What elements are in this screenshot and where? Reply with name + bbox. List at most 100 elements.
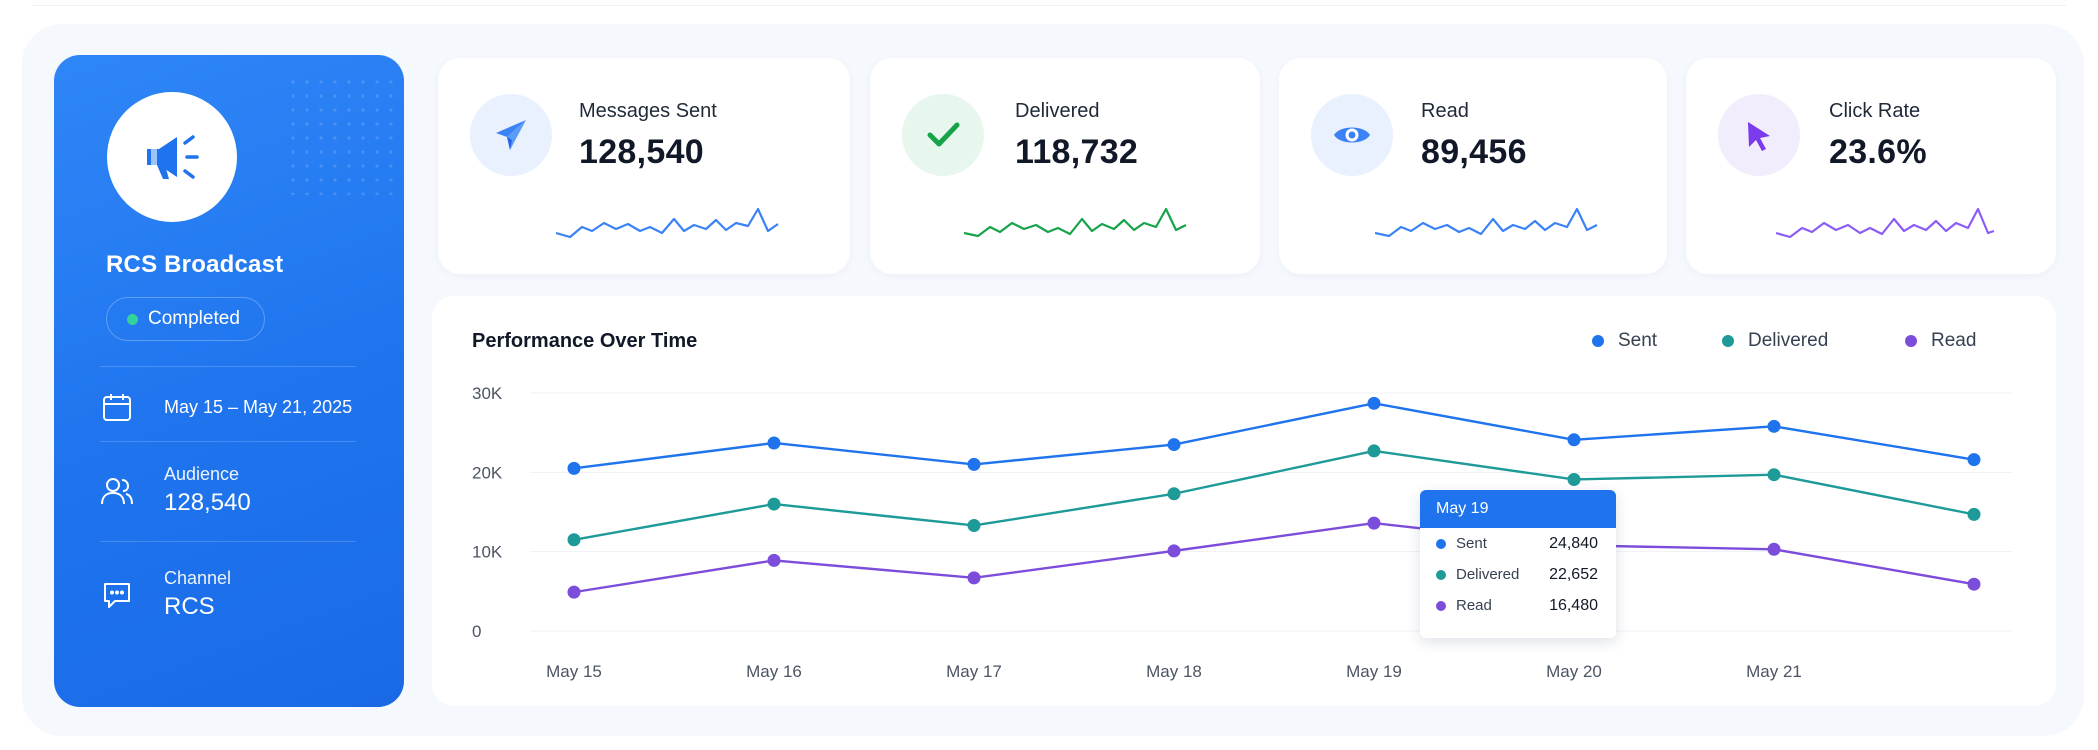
kpi-value: 118,732 <box>1015 133 1139 171</box>
cursor-arrow-icon <box>1748 122 1770 151</box>
data-point-sent <box>1567 433 1581 447</box>
audience-label: Audience <box>164 464 240 484</box>
kpi-label: Delivered <box>1015 100 1100 122</box>
eye-icon <box>1334 127 1370 143</box>
tooltip-title: May 19 <box>1420 490 1616 528</box>
y-tick-label: 0 <box>472 622 481 641</box>
campaign-summary-panel: RCS Broadcast Completed May 15 – May 21,… <box>54 55 404 707</box>
data-point-read <box>1967 577 1981 591</box>
legend-item-read[interactable]: Read <box>1905 330 1976 352</box>
data-point-sent <box>1367 396 1381 410</box>
tooltip-series-value: 24,840 <box>1549 534 1598 552</box>
data-point-delivered <box>1767 468 1781 482</box>
kpi-icon-badge <box>1311 94 1393 176</box>
series-line-delivered <box>573 449 1975 541</box>
divider <box>100 541 356 542</box>
kpi-value: 89,456 <box>1421 133 1527 171</box>
x-tick-label: May 19 <box>1346 662 1402 681</box>
status-dot <box>127 313 138 325</box>
x-tick-label: May 18 <box>1146 662 1202 681</box>
data-point-sent <box>767 436 781 450</box>
kpi-card-delivered[interactable]: Delivered 118,732 <box>870 58 1260 274</box>
divider <box>100 441 356 442</box>
y-tick-label: 20K <box>472 463 503 482</box>
audience-value: 128,540 <box>164 489 251 516</box>
tooltip-series-name: Sent <box>1456 535 1487 552</box>
kpi-icon-badge <box>1718 94 1800 176</box>
tooltip-dot <box>1436 569 1446 580</box>
chart-title: Performance Over Time <box>472 330 698 352</box>
sparkline <box>556 207 779 239</box>
data-point-sent <box>967 457 981 471</box>
kpi-value: 23.6% <box>1829 133 1927 171</box>
data-point-read <box>967 571 981 585</box>
tooltip-row: Sent 24,840 <box>1420 528 1616 559</box>
users-icon <box>100 474 134 508</box>
channel-row: Channel RCS <box>100 568 231 621</box>
tooltip-row: Delivered 22,652 <box>1420 559 1616 590</box>
data-point-delivered <box>967 518 981 532</box>
tooltip-series-name: Read <box>1456 597 1492 614</box>
sparkline <box>1776 207 1995 239</box>
kpi-label: Read <box>1421 100 1469 122</box>
audience-row: Audience 128,540 <box>100 464 251 517</box>
x-tick-label: May 21 <box>1746 662 1802 681</box>
legend-label: Read <box>1931 330 1977 351</box>
data-point-delivered <box>1967 507 1981 521</box>
kpi-label: Messages Sent <box>579 100 717 122</box>
kpi-card-click-rate[interactable]: Click Rate 23.6% <box>1686 58 2056 274</box>
tooltip-series-name: Delivered <box>1456 566 1520 583</box>
y-tick-label: 30K <box>472 384 503 403</box>
calendar-icon <box>100 390 134 424</box>
data-point-read <box>1767 542 1781 556</box>
campaign-avatar <box>107 92 237 222</box>
chat-bubble-icon <box>100 578 134 612</box>
status-label: Completed <box>148 308 240 329</box>
line-chart[interactable]: 30K 20K 10K 0 May 15 May 16 May 17 May 18 May 19… <box>432 296 2056 706</box>
campaign-title: RCS Broadcast <box>106 251 284 278</box>
data-point-sent <box>1167 438 1181 452</box>
kpi-card-read[interactable]: Read 89,456 <box>1279 58 1667 274</box>
status-badge: Completed <box>106 297 265 341</box>
tooltip-dot <box>1436 538 1446 549</box>
data-point-read <box>767 553 781 567</box>
y-tick-label: 10K <box>472 543 503 562</box>
chart-tooltip: May 19 Sent 24,840 Delivered 22,652 Read… <box>1420 490 1616 638</box>
kpi-icon-badge <box>470 94 552 176</box>
series-line-sent <box>573 402 1975 470</box>
legend-dot <box>1905 335 1917 347</box>
x-tick-label: May 16 <box>746 662 802 681</box>
paper-plane-icon <box>496 120 526 150</box>
top-divider <box>32 0 2066 6</box>
divider <box>100 366 356 367</box>
data-point-delivered <box>567 533 581 547</box>
data-point-sent <box>1967 453 1981 467</box>
legend-dot <box>1592 335 1604 347</box>
series-line-read <box>573 521 1975 594</box>
data-point-read <box>1367 516 1381 530</box>
data-point-delivered <box>1167 487 1181 501</box>
tooltip-dot <box>1436 600 1446 611</box>
legend-label: Sent <box>1618 330 1658 351</box>
tooltip-series-value: 16,480 <box>1549 596 1598 614</box>
data-point-read <box>567 585 581 599</box>
megaphone-icon <box>147 135 199 179</box>
legend-dot <box>1722 335 1734 347</box>
date-range: May 15 – May 21, 2025 <box>164 396 353 417</box>
kpi-card-messages-sent[interactable]: Messages Sent 128,540 <box>438 58 850 274</box>
kpi-icon-badge <box>902 94 984 176</box>
sparkline <box>964 207 1187 238</box>
kpi-value: 128,540 <box>579 133 705 171</box>
channel-value: RCS <box>164 593 215 620</box>
channel-label: Channel <box>164 568 232 588</box>
legend-item-delivered[interactable]: Delivered <box>1722 330 1828 352</box>
x-tick-label: May 17 <box>946 662 1002 681</box>
sparkline <box>1375 207 1598 238</box>
x-tick-label: May 20 <box>1546 662 1602 681</box>
data-point-sent <box>1767 419 1781 433</box>
data-point-sent <box>567 461 581 475</box>
performance-chart-card: Performance Over Time Sent Delivered Rea… <box>432 296 2056 706</box>
data-point-read <box>1167 544 1181 558</box>
data-point-delivered <box>1567 472 1581 486</box>
legend-item-sent[interactable]: Sent <box>1592 330 1657 352</box>
